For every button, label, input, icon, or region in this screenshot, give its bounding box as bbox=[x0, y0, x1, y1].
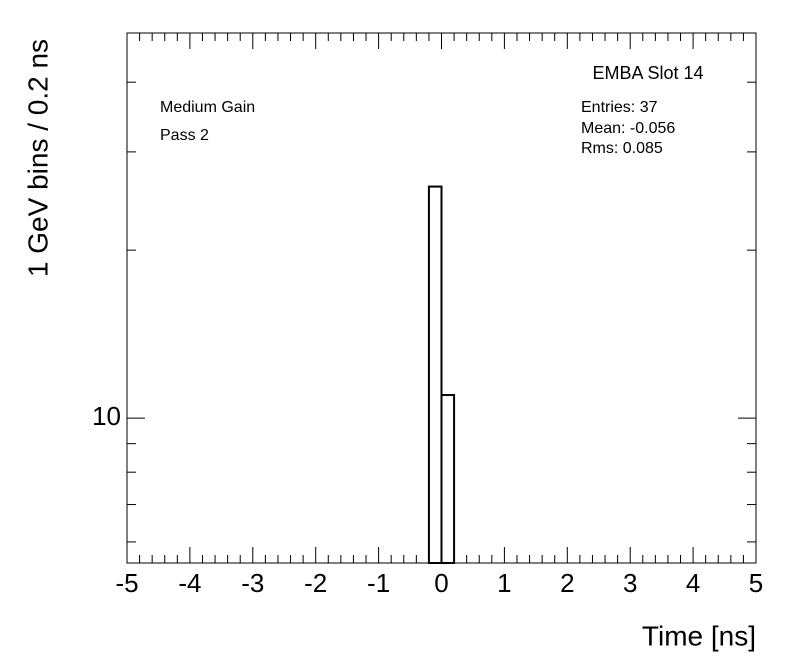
x-tick-label: -5 bbox=[115, 568, 138, 598]
annotation: Pass 2 bbox=[160, 127, 209, 144]
x-tick-label: -2 bbox=[304, 568, 327, 598]
x-tick-label: 1 bbox=[497, 568, 511, 598]
x-tick-label: -3 bbox=[241, 568, 264, 598]
y-tick-label: 10 bbox=[92, 401, 121, 431]
x-tick-label: 3 bbox=[623, 568, 637, 598]
y-axis-title: 1 GeV bins / 0.2 ns bbox=[22, 39, 53, 277]
bar bbox=[440, 394, 456, 564]
x-tick-label: 5 bbox=[749, 568, 763, 598]
x-tick-label: 2 bbox=[560, 568, 574, 598]
chart-title: EMBA Slot 14 bbox=[592, 63, 703, 83]
x-tick-label: 4 bbox=[686, 568, 700, 598]
x-tick-label: -4 bbox=[178, 568, 201, 598]
x-axis-title: Time [ns] bbox=[642, 620, 756, 651]
x-tick-label: -1 bbox=[367, 568, 390, 598]
annotation: Medium Gain bbox=[160, 99, 255, 116]
stats: Mean: -0.056 bbox=[581, 120, 675, 137]
stats: Rms: 0.085 bbox=[581, 140, 663, 157]
x-tick-label: 0 bbox=[434, 568, 448, 598]
stats: Entries: 37 bbox=[581, 99, 658, 116]
bar bbox=[427, 185, 443, 565]
